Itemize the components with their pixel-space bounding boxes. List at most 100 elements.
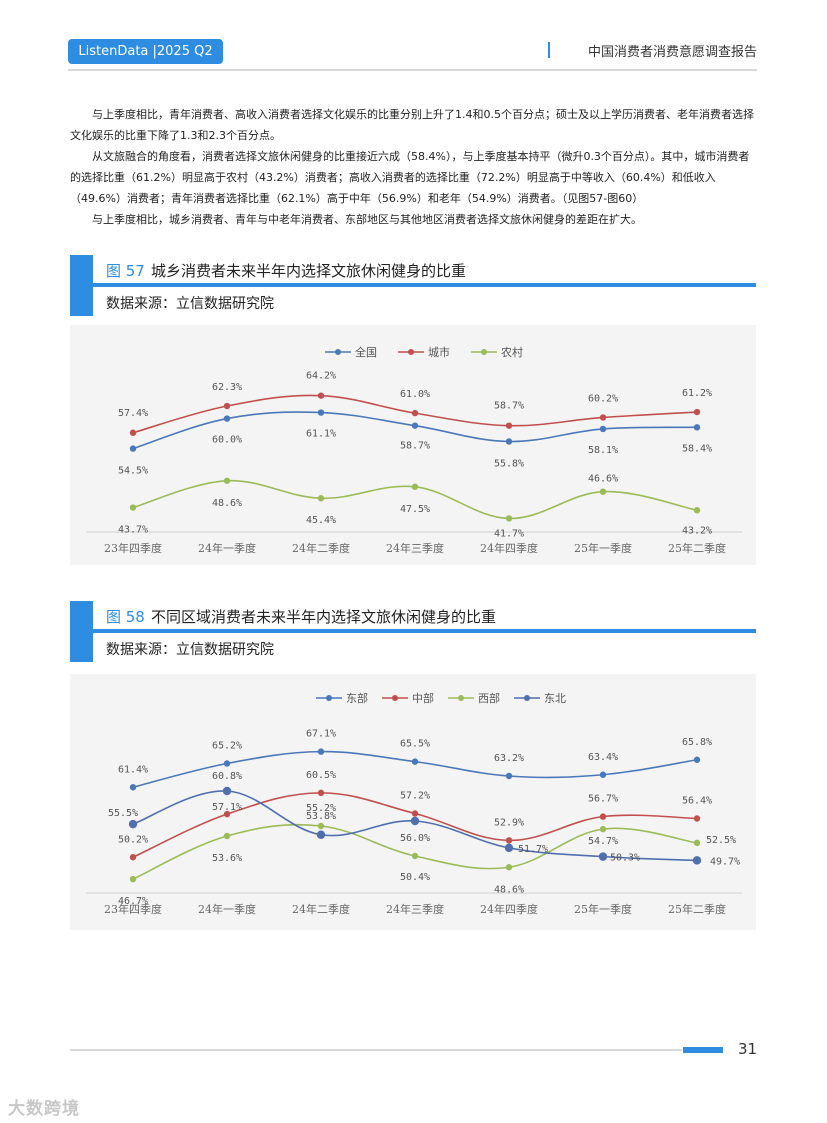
- data-label-东部: 65.8%: [682, 737, 712, 748]
- page-number: 31: [738, 1040, 758, 1058]
- data-label-全国: 54.5%: [118, 466, 148, 477]
- legend-marker: [335, 349, 341, 355]
- data-point-城市: [317, 392, 325, 399]
- data-point-西部: [223, 832, 231, 840]
- legend-item-中部: 中部: [382, 691, 434, 705]
- x-tick-label: 24年二季度: [292, 541, 350, 555]
- x-tick-label: 24年二季度: [292, 902, 350, 916]
- data-point-全国: [599, 425, 607, 433]
- data-point-中部: [129, 854, 137, 861]
- x-tick-label: 24年四季度: [480, 541, 538, 555]
- data-point-城市: [505, 422, 513, 429]
- data-point-东北: [316, 830, 326, 839]
- x-tick-label: 24年三季度: [386, 902, 444, 916]
- data-point-中部: [223, 810, 231, 818]
- data-point-全国: [317, 409, 325, 416]
- data-point-中部: [505, 837, 513, 844]
- data-point-中部: [411, 810, 419, 817]
- footer-accent: [683, 1047, 723, 1053]
- data-point-西部: [317, 822, 325, 830]
- data-label-东北: 49.7%: [710, 856, 740, 867]
- figure-caption: 城乡消费者未来半年内选择文旅休闲健身的比重: [151, 262, 467, 280]
- data-label-中部: 57.1%: [212, 802, 242, 813]
- data-label-西部: 46.7%: [118, 896, 148, 907]
- data-label-城市: 61.0%: [400, 389, 430, 400]
- data-label-西部: 50.4%: [400, 872, 430, 883]
- data-label-农村: 41.7%: [494, 528, 524, 539]
- legend-label: 西部: [478, 691, 500, 705]
- watermark-logo: 大数跨境: [8, 1099, 80, 1119]
- data-point-农村: [693, 507, 701, 514]
- data-point-东部: [693, 756, 701, 763]
- data-point-全国: [223, 415, 231, 422]
- legend-marker: [524, 695, 530, 701]
- header-rule: [68, 69, 757, 71]
- legend-label: 中部: [412, 691, 434, 705]
- legend-marker: [326, 695, 332, 701]
- data-label-城市: 58.7%: [494, 401, 524, 412]
- data-point-中部: [599, 813, 607, 820]
- data-point-西部: [129, 875, 137, 883]
- data-point-东部: [223, 760, 231, 767]
- data-label-农村: 48.6%: [212, 498, 242, 509]
- data-point-城市: [599, 414, 607, 421]
- data-label-东部: 65.5%: [400, 739, 430, 750]
- data-point-东部: [599, 771, 607, 778]
- data-point-东部: [505, 772, 513, 780]
- figure-57-heading: 图 57 城乡消费者未来半年内选择文旅休闲健身的比重 数据来源：立信数据研究院: [70, 255, 756, 316]
- paragraph-1: 与上季度相比，青年消费者、高收入消费者选择文化娱乐的比重分别上升了1.4和0.5…: [70, 108, 754, 142]
- data-point-全国: [411, 422, 419, 429]
- legend-label: 城市: [428, 345, 450, 359]
- data-point-城市: [129, 429, 137, 436]
- data-point-全国: [505, 438, 513, 445]
- data-label-东北: 50.3%: [610, 853, 640, 864]
- data-label-农村: 47.5%: [400, 504, 430, 515]
- chart-regions: 23年四季度 24年一季度 24年二季度 24年三季度 24年四季度 25年一季度 25年二…: [70, 674, 756, 930]
- x-tick-label: 25年二季度: [668, 541, 726, 555]
- data-point-东北: [410, 816, 420, 826]
- data-point-农村: [223, 477, 231, 484]
- data-label-全国: 60.0%: [212, 435, 242, 446]
- x-tick-label: 24年四季度: [480, 902, 538, 916]
- paragraph-3: 与上季度相比，城乡消费者、青年与中老年消费者、东部地区与其他地区消费者选择文旅休…: [92, 213, 642, 226]
- data-point-中部: [693, 815, 701, 822]
- data-label-东部: 63.4%: [588, 752, 618, 763]
- data-label-农村: 45.4%: [306, 515, 336, 526]
- data-point-东北: [692, 856, 702, 865]
- data-point-农村: [129, 504, 137, 511]
- legend-marker: [408, 349, 414, 355]
- figure-accent-bar: [70, 601, 93, 662]
- footer-rule: [70, 1049, 682, 1051]
- x-tick-label: 25年二季度: [668, 902, 726, 916]
- data-label-全国: 58.7%: [400, 441, 430, 452]
- data-point-全国: [693, 424, 701, 431]
- data-point-东部: [411, 758, 419, 765]
- figure-number: 图 57: [106, 262, 145, 280]
- figure-source: 数据来源：立信数据研究院: [106, 642, 274, 658]
- legend-item-东部: 东部: [316, 691, 368, 705]
- data-label-农村: 46.6%: [588, 474, 618, 485]
- data-point-东部: [317, 748, 325, 755]
- data-point-农村: [317, 495, 325, 502]
- figure-rule: [93, 629, 756, 633]
- legend-item-城市: 城市: [398, 345, 450, 359]
- x-tick-label: 25年一季度: [574, 902, 632, 916]
- data-point-城市: [411, 409, 419, 417]
- data-label-城市: 61.2%: [682, 388, 712, 399]
- legend-item-全国: 全国: [325, 345, 377, 359]
- data-label-中部: 60.5%: [306, 770, 336, 781]
- data-point-西部: [599, 825, 607, 833]
- data-label-东北: 53.8%: [306, 811, 336, 822]
- data-label-东部: 67.1%: [306, 729, 336, 740]
- data-point-中部: [317, 789, 325, 797]
- report-badge: ListenData |2025 Q2: [68, 39, 223, 64]
- legend-marker: [392, 695, 398, 701]
- data-label-中部: 50.2%: [118, 834, 148, 845]
- data-point-农村: [411, 483, 419, 490]
- data-label-中部: 56.4%: [682, 796, 712, 807]
- x-tick-label: 24年三季度: [386, 541, 444, 555]
- data-point-西部: [693, 839, 701, 847]
- data-point-农村: [599, 488, 607, 495]
- data-point-西部: [505, 864, 513, 871]
- data-label-全国: 58.1%: [588, 445, 618, 456]
